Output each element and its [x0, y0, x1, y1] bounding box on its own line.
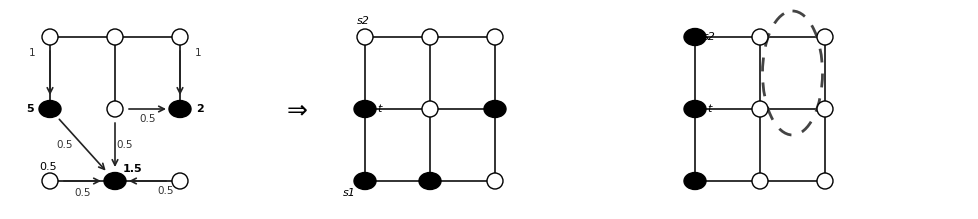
Ellipse shape: [104, 173, 126, 189]
Circle shape: [422, 101, 437, 117]
Circle shape: [486, 29, 503, 45]
Circle shape: [817, 29, 832, 45]
Circle shape: [751, 173, 767, 189]
Circle shape: [817, 173, 832, 189]
Circle shape: [751, 101, 767, 117]
Text: 1: 1: [195, 48, 201, 58]
Text: $\Rightarrow$: $\Rightarrow$: [282, 97, 308, 121]
Ellipse shape: [684, 28, 705, 46]
Circle shape: [172, 29, 188, 45]
Ellipse shape: [684, 173, 705, 189]
Text: 0.5: 0.5: [74, 188, 91, 198]
Text: 0.5: 0.5: [56, 140, 72, 150]
Circle shape: [422, 29, 437, 45]
Circle shape: [172, 173, 188, 189]
Text: 2: 2: [196, 104, 203, 114]
Circle shape: [107, 29, 123, 45]
Circle shape: [486, 173, 503, 189]
Circle shape: [42, 29, 58, 45]
Text: 1.5: 1.5: [123, 164, 143, 174]
Text: 0.5: 0.5: [39, 162, 57, 172]
Text: s1: s1: [342, 188, 355, 198]
Ellipse shape: [354, 173, 376, 189]
Text: 0.5: 0.5: [157, 186, 173, 196]
Ellipse shape: [39, 101, 61, 118]
Circle shape: [817, 101, 832, 117]
Ellipse shape: [419, 173, 440, 189]
Text: 1: 1: [28, 48, 35, 58]
Text: t: t: [377, 104, 380, 114]
Ellipse shape: [169, 101, 191, 118]
Text: s2: s2: [356, 16, 369, 26]
Text: 5: 5: [26, 104, 34, 114]
Ellipse shape: [354, 101, 376, 118]
Ellipse shape: [483, 101, 506, 118]
Circle shape: [107, 101, 123, 117]
Text: t: t: [706, 104, 710, 114]
Text: 0.5: 0.5: [116, 140, 133, 150]
Circle shape: [42, 173, 58, 189]
Text: s2: s2: [702, 32, 715, 42]
Circle shape: [357, 29, 373, 45]
Text: 0.5: 0.5: [139, 114, 156, 124]
Ellipse shape: [684, 101, 705, 118]
Circle shape: [751, 29, 767, 45]
